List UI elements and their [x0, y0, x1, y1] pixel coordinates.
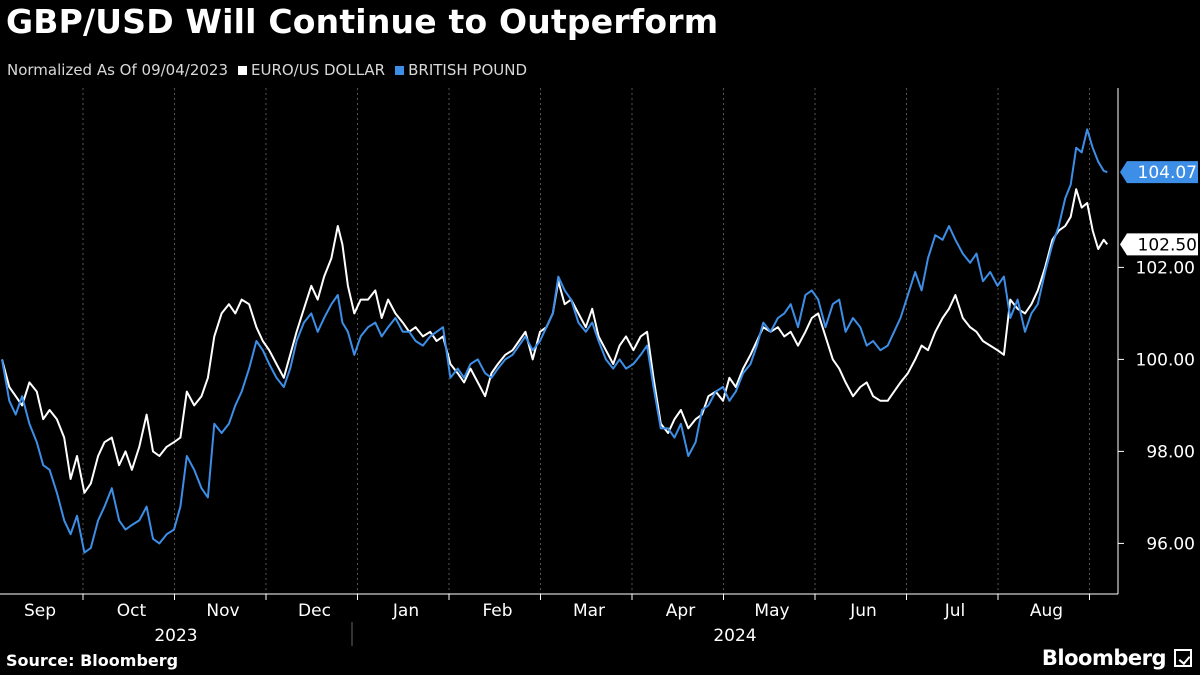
end-label-layer: 104.07 102.50: [1120, 161, 1198, 256]
y-tick-label-96.00: 96.00: [1146, 534, 1195, 554]
end-label-tag-1: [1120, 233, 1198, 256]
x-month-label-nov: Nov: [206, 601, 239, 621]
series-line-british-pound: [1, 128, 1108, 554]
bloomberg-mark-icon: [1174, 649, 1192, 667]
x-month-label-sep: Sep: [24, 601, 56, 621]
legend-swatch-british-pound: [395, 65, 405, 75]
brand-wordmark: Bloomberg: [1041, 646, 1167, 670]
end-label-value-1: 102.50: [1138, 235, 1197, 255]
x-month-label-dec: Dec: [298, 601, 331, 621]
legend-swatch-euro-usd: [238, 65, 247, 75]
end-label-value-0: 104.07: [1138, 163, 1197, 183]
x-month-label-oct: Oct: [117, 601, 147, 621]
series-layer: [1, 128, 1109, 554]
chart-title: GBP/USD Will Continue to Outperform: [6, 2, 719, 41]
legend: Normalized As Of 09/04/2023 EURO/US DOLL…: [7, 61, 527, 79]
y-tick-label-98.00: 98.00: [1146, 442, 1195, 462]
y-tick-label-102.00: 102.00: [1136, 258, 1195, 278]
x-month-label-aug: Aug: [1030, 601, 1063, 621]
x-month-label-jul: Jul: [944, 601, 966, 621]
chart-subtitle: Normalized As Of 09/04/2023: [7, 61, 228, 79]
legend-label-british-pound: BRITISH POUND: [408, 61, 528, 79]
x-year-label-2024: 2024: [713, 626, 756, 646]
series-line-euro-us-dollar: [1, 188, 1109, 494]
x-month-label-feb: Feb: [482, 601, 512, 621]
legend-label-euro-usd: EURO/US DOLLAR: [251, 61, 386, 79]
bloomberg-logo: Bloomberg: [1042, 646, 1192, 670]
end-label-tag-0: [1120, 161, 1198, 184]
x-month-label-mar: Mar: [573, 601, 605, 621]
x-month-label-jun: Jun: [849, 601, 877, 621]
x-month-label-jan: Jan: [392, 601, 419, 621]
grid-layer: [82, 88, 1090, 594]
x-year-label-2023: 2023: [154, 626, 197, 646]
axis-layer: Sep Oct Nov Dec Jan Feb Mar Apr May Jun Jul Aug 2023…: [0, 88, 1195, 646]
x-month-label-may: May: [754, 601, 789, 621]
y-tick-label-100.00: 100.00: [1136, 350, 1195, 370]
source-note: Source: Bloomberg: [6, 651, 179, 670]
x-month-label-apr: Apr: [666, 601, 695, 621]
